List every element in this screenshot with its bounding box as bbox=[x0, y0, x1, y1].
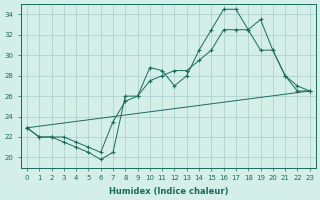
X-axis label: Humidex (Indice chaleur): Humidex (Indice chaleur) bbox=[108, 187, 228, 196]
